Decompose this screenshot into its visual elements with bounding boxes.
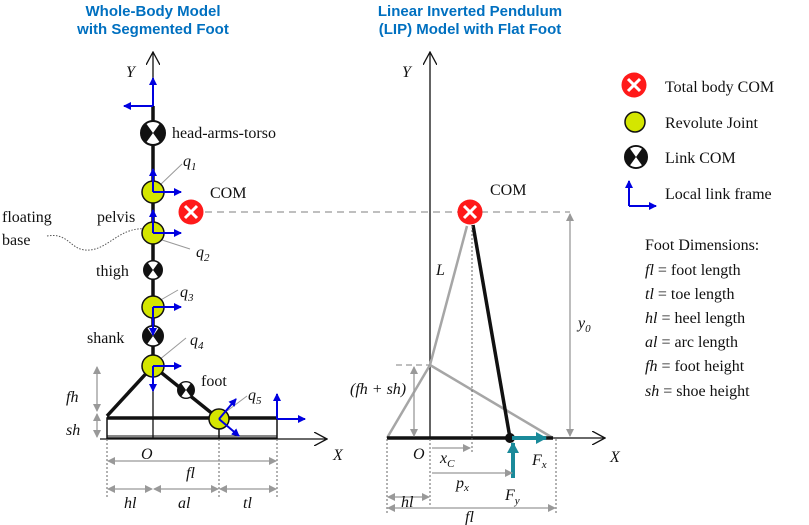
fh-sh-label: (fh + sh) (350, 381, 406, 398)
local-link-frame-icon (625, 180, 657, 210)
left-title-line1: Whole-Body Model (86, 3, 221, 20)
right-title-line2: (LIP) Model with Flat Foot (379, 21, 561, 38)
al-label: al (178, 495, 191, 512)
leg-outline (385, 225, 469, 439)
pendulum-leg (471, 224, 512, 439)
link-com-icon (624, 145, 648, 169)
legend-local-link-frame: Local link frame (665, 186, 772, 203)
thigh-link-com-icon (143, 260, 163, 280)
foot-dimensions-title: Foot Dimensions: (645, 237, 759, 254)
y-axis-label: Y (402, 64, 413, 81)
x-axis-label: X (609, 449, 621, 466)
shank-label: shank (87, 330, 124, 347)
sh-label: sh (66, 422, 80, 439)
floating-base-pointer (46, 228, 149, 251)
hl-label: hl (124, 495, 137, 512)
com-label: COM (490, 182, 526, 199)
shoe-sole (106, 417, 278, 439)
tl-label: tl (243, 495, 252, 512)
total-com-icon (457, 199, 483, 225)
total-com-icon (178, 199, 204, 225)
foot-dim-sh: sh = shoe height (645, 383, 750, 400)
hat-link-com-icon (140, 120, 166, 146)
x-axis-label: X (332, 447, 344, 464)
floating-base-label-2: base (2, 232, 30, 249)
fl-label: fl (186, 465, 195, 482)
fh-label: fh (66, 389, 78, 406)
fy-label: Fy (504, 487, 520, 507)
xc-label: xC (439, 450, 455, 470)
origin-label: O (413, 446, 425, 463)
legend-total-com: Total body COM (665, 79, 774, 96)
fl-label: fl (465, 509, 474, 525)
revolute-joint-icon (624, 111, 646, 133)
legend-revolute-joint: Revolute Joint (665, 115, 758, 132)
pelvis-label: pelvis (97, 209, 135, 226)
whole-body-model: Y X O head-arms-torso q1 COM pelvis floa… (2, 52, 570, 512)
cop-point (505, 433, 515, 443)
fx-label: Fx (531, 452, 547, 471)
thigh-label: thigh (96, 263, 129, 280)
px-label: px (455, 475, 469, 494)
foot-dim-al: al = arc length (645, 334, 738, 351)
y-axis-label: Y (126, 64, 137, 81)
q3-label: q3 (180, 284, 194, 304)
legend: Total body COM Revolute Joint Link COM L… (621, 72, 774, 400)
com-label: COM (210, 185, 246, 202)
y0-label: y0 (576, 315, 591, 335)
left-title-line2: with Segmented Foot (76, 21, 229, 38)
foot-link-com-icon (177, 381, 195, 399)
L-label: L (435, 262, 445, 279)
lip-model: Y X O L Fx Fy COM y0 (fh + sh) (350, 52, 621, 525)
foot-dim-fl: fl = foot length (645, 262, 741, 279)
q1-label: q1 (183, 153, 197, 173)
foot-dim-tl: tl = toe length (645, 286, 734, 303)
foot-dim-hl: hl = heel length (645, 310, 745, 327)
floating-base-label-1: floating (2, 209, 52, 226)
q5-label: q5 (248, 387, 262, 407)
legend-link-com: Link COM (665, 150, 736, 167)
foot-dim-fh: fh = foot height (645, 358, 745, 375)
right-title-line1: Linear Inverted Pendulum (378, 3, 562, 20)
foot-label: foot (201, 373, 227, 390)
hat-label: head-arms-torso (172, 125, 276, 142)
foot-outline (429, 363, 554, 440)
q2-label: q2 (196, 244, 210, 264)
q4-label: q4 (190, 332, 204, 352)
total-com-icon (621, 72, 647, 98)
